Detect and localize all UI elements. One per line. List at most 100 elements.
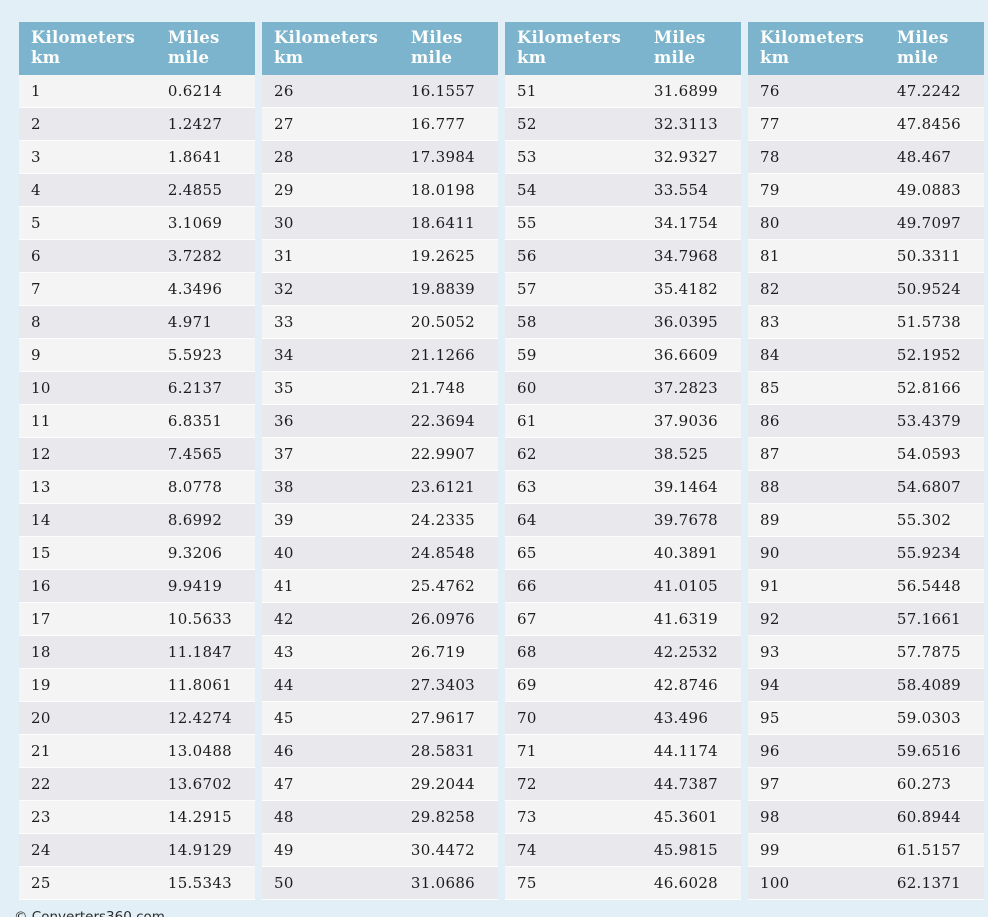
miles-cell: 16.777 (398, 107, 498, 142)
table-row: 71 44.1174 (505, 734, 741, 769)
table-row: 43 26.719 (262, 635, 498, 670)
table-row: 34 21.1266 (262, 338, 498, 373)
miles-cell: 6.2137 (155, 371, 255, 406)
header-row: Kilometers km Miles mile (748, 22, 984, 76)
table-row: 65 40.3891 (505, 536, 741, 571)
miles-cell: 36.6609 (641, 338, 741, 373)
table-row: 58 36.0395 (505, 305, 741, 340)
miles-cell: 24.8548 (398, 536, 498, 571)
miles-cell: 27.9617 (398, 701, 498, 736)
table-row: 81 50.3311 (748, 239, 984, 274)
miles-cell: 32.9327 (641, 140, 741, 175)
km-cell: 1 (19, 75, 156, 109)
km-cell: 43 (262, 635, 399, 670)
miles-cell: 22.3694 (398, 404, 498, 439)
km-cell: 3 (19, 140, 156, 175)
km-cell: 97 (748, 767, 885, 802)
km-cell: 84 (748, 338, 885, 373)
column-header-title: Kilometers (517, 28, 621, 47)
km-cell: 41 (262, 569, 399, 604)
conversion-table-panel: Kilometers km Miles mile 51 31.6899 52 32.3113 5… (505, 22, 741, 901)
table-row: 95 59.0303 (748, 701, 984, 736)
km-cell: 29 (262, 173, 399, 208)
table-row: 35 21.748 (262, 371, 498, 406)
km-cell: 15 (19, 536, 156, 571)
table-row: 89 55.302 (748, 503, 984, 538)
table-row: 6 3.7282 (19, 239, 255, 274)
table-row: 63 39.1464 (505, 470, 741, 505)
table-row: 47 29.2044 (262, 767, 498, 802)
km-cell: 80 (748, 206, 885, 241)
table-row: 70 43.496 (505, 701, 741, 736)
kilometers-column-header: Kilometers km (505, 22, 642, 76)
km-cell: 8 (19, 305, 156, 340)
table-row: 62 38.525 (505, 437, 741, 472)
km-cell: 27 (262, 107, 399, 142)
miles-cell: 34.7968 (641, 239, 741, 274)
table-row: 20 12.4274 (19, 701, 255, 736)
km-cell: 58 (505, 305, 642, 340)
km-cell: 44 (262, 668, 399, 703)
miles-cell: 61.5157 (884, 833, 984, 868)
miles-cell: 24.2335 (398, 503, 498, 538)
miles-column-header: Miles mile (398, 22, 498, 76)
km-cell: 32 (262, 272, 399, 307)
table-row: 64 39.7678 (505, 503, 741, 538)
miles-cell: 48.467 (884, 140, 984, 175)
table-row: 56 34.7968 (505, 239, 741, 274)
km-cell: 64 (505, 503, 642, 538)
table-row: 16 9.9419 (19, 569, 255, 604)
table-row: 9 5.5923 (19, 338, 255, 373)
km-cell: 11 (19, 404, 156, 439)
miles-cell: 51.5738 (884, 305, 984, 340)
km-cell: 73 (505, 800, 642, 835)
km-cell: 47 (262, 767, 399, 802)
miles-cell: 41.6319 (641, 602, 741, 637)
km-cell: 48 (262, 800, 399, 835)
table-row: 96 59.6516 (748, 734, 984, 769)
table-row: 28 17.3984 (262, 140, 498, 175)
kilometers-column-header: Kilometers km (262, 22, 399, 76)
km-cell: 92 (748, 602, 885, 637)
table-row: 39 24.2335 (262, 503, 498, 538)
conversion-tables: Kilometers km Miles mile 1 0.6214 2 1.2427 3 1.86… (19, 22, 984, 901)
km-cell: 86 (748, 404, 885, 439)
km-cell: 51 (505, 75, 642, 109)
table-row: 92 57.1661 (748, 602, 984, 637)
table-row: 31 19.2625 (262, 239, 498, 274)
column-header-title: Miles (167, 28, 220, 47)
miles-cell: 11.8061 (155, 668, 255, 703)
table-row: 10 6.2137 (19, 371, 255, 406)
table-row: 13 8.0778 (19, 470, 255, 505)
km-cell: 39 (262, 503, 399, 538)
miles-cell: 4.971 (155, 305, 255, 340)
km-cell: 87 (748, 437, 885, 472)
km-cell: 12 (19, 437, 156, 472)
km-cell: 7 (19, 272, 156, 307)
miles-cell: 21.1266 (398, 338, 498, 373)
km-cell: 94 (748, 668, 885, 703)
km-cell: 83 (748, 305, 885, 340)
km-cell: 95 (748, 701, 885, 736)
miles-cell: 50.9524 (884, 272, 984, 307)
km-cell: 20 (19, 701, 156, 736)
table-row: 67 41.6319 (505, 602, 741, 637)
table-row: 38 23.6121 (262, 470, 498, 505)
miles-cell: 45.3601 (641, 800, 741, 835)
km-cell: 13 (19, 470, 156, 505)
km-cell: 10 (19, 371, 156, 406)
miles-cell: 29.2044 (398, 767, 498, 802)
miles-column-header: Miles mile (641, 22, 741, 76)
table-row: 14 8.6992 (19, 503, 255, 538)
miles-cell: 11.1847 (155, 635, 255, 670)
table-row: 46 28.5831 (262, 734, 498, 769)
table-row: 4 2.4855 (19, 173, 255, 208)
table-row: 84 52.1952 (748, 338, 984, 373)
table-row: 42 26.0976 (262, 602, 498, 637)
miles-cell: 19.2625 (398, 239, 498, 274)
miles-cell: 26.0976 (398, 602, 498, 637)
table-row: 61 37.9036 (505, 404, 741, 439)
miles-cell: 31.6899 (641, 75, 741, 109)
miles-cell: 60.273 (884, 767, 984, 802)
table-row: 37 22.9907 (262, 437, 498, 472)
